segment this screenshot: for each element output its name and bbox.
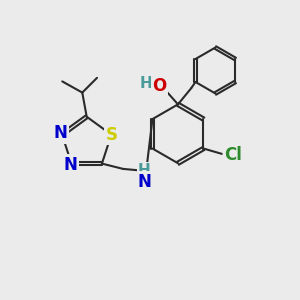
Text: N: N: [138, 172, 152, 190]
Text: O: O: [152, 76, 167, 94]
Text: H: H: [139, 76, 152, 91]
Text: S: S: [105, 126, 117, 144]
Text: H: H: [138, 163, 151, 178]
Text: N: N: [63, 156, 77, 174]
Text: Cl: Cl: [224, 146, 242, 164]
Text: N: N: [54, 124, 68, 142]
